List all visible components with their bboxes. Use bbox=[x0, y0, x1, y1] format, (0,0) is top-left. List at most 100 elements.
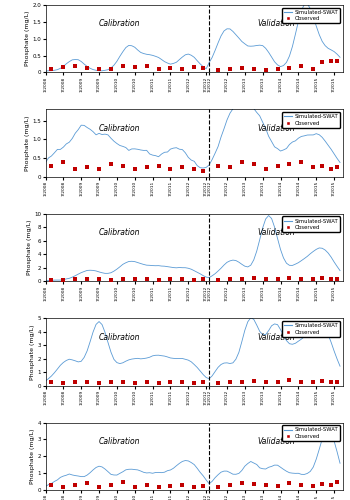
Legend: Simulated-SWAT, Observed: Simulated-SWAT, Observed bbox=[282, 112, 340, 128]
Point bbox=[144, 481, 149, 489]
Point bbox=[319, 480, 325, 488]
Point bbox=[168, 482, 173, 490]
Text: Validation: Validation bbox=[257, 124, 295, 133]
Point bbox=[310, 276, 316, 283]
Point bbox=[191, 276, 197, 284]
Point bbox=[72, 62, 78, 70]
Point bbox=[275, 65, 280, 73]
Point bbox=[132, 482, 138, 490]
Point bbox=[215, 66, 221, 74]
Point bbox=[251, 274, 257, 282]
Point bbox=[287, 274, 292, 282]
Point bbox=[191, 482, 197, 490]
Point bbox=[239, 480, 245, 488]
Point bbox=[84, 64, 90, 72]
Point bbox=[287, 376, 292, 384]
Point bbox=[180, 65, 185, 73]
Point bbox=[49, 162, 54, 170]
Text: Validation: Validation bbox=[257, 20, 295, 28]
Point bbox=[120, 162, 126, 170]
Point bbox=[108, 160, 114, 168]
Y-axis label: Phosphate (mg/L): Phosphate (mg/L) bbox=[25, 116, 30, 171]
Point bbox=[96, 482, 102, 490]
Point bbox=[239, 158, 245, 166]
Point bbox=[251, 160, 257, 168]
Point bbox=[215, 379, 221, 387]
Point bbox=[310, 164, 316, 172]
Point bbox=[168, 64, 173, 72]
Point bbox=[227, 164, 233, 172]
Point bbox=[287, 64, 292, 72]
Point bbox=[61, 64, 66, 72]
Point bbox=[227, 481, 233, 489]
Point bbox=[120, 275, 126, 283]
Point bbox=[108, 378, 114, 386]
Point bbox=[299, 158, 304, 166]
Y-axis label: Phosphate (mg/L): Phosphate (mg/L) bbox=[30, 428, 35, 484]
Point bbox=[49, 481, 54, 489]
Legend: Simulated-SWAT, Observed: Simulated-SWAT, Observed bbox=[282, 8, 340, 24]
Point bbox=[120, 478, 126, 486]
Point bbox=[275, 275, 280, 283]
Point bbox=[200, 378, 206, 386]
Point bbox=[96, 275, 102, 283]
Point bbox=[49, 378, 54, 386]
Text: Validation: Validation bbox=[257, 332, 295, 342]
Point bbox=[96, 65, 102, 73]
Point bbox=[144, 378, 149, 386]
Point bbox=[84, 164, 90, 172]
Text: Calibration: Calibration bbox=[98, 332, 140, 342]
Point bbox=[108, 276, 114, 284]
Point bbox=[328, 481, 334, 489]
Point bbox=[132, 276, 138, 283]
Point bbox=[299, 481, 304, 489]
Point bbox=[72, 481, 78, 489]
Point bbox=[180, 276, 185, 283]
Point bbox=[156, 65, 161, 73]
Point bbox=[156, 162, 161, 170]
Point bbox=[275, 482, 280, 490]
Point bbox=[215, 482, 221, 490]
Point bbox=[180, 378, 185, 386]
Point bbox=[319, 58, 325, 66]
Point bbox=[287, 160, 292, 168]
Point bbox=[263, 166, 268, 173]
Text: Validation: Validation bbox=[257, 437, 295, 446]
Point bbox=[251, 480, 257, 488]
Point bbox=[227, 275, 233, 283]
Point bbox=[319, 162, 325, 170]
Point bbox=[200, 64, 206, 72]
Point bbox=[239, 378, 245, 386]
Text: Calibration: Calibration bbox=[98, 437, 140, 446]
Point bbox=[263, 481, 268, 489]
Point bbox=[72, 378, 78, 386]
Point bbox=[96, 166, 102, 173]
Point bbox=[334, 164, 340, 172]
Point bbox=[200, 276, 206, 283]
Legend: Simulated-SWAT, Observed: Simulated-SWAT, Observed bbox=[282, 426, 340, 441]
Point bbox=[156, 379, 161, 387]
Point bbox=[299, 275, 304, 283]
Point bbox=[251, 65, 257, 73]
Point bbox=[310, 65, 316, 73]
Point bbox=[251, 377, 257, 385]
Point bbox=[180, 481, 185, 489]
Text: Calibration: Calibration bbox=[98, 228, 140, 237]
Point bbox=[319, 274, 325, 282]
Point bbox=[132, 379, 138, 387]
Point bbox=[191, 166, 197, 173]
Point bbox=[144, 275, 149, 283]
Point bbox=[263, 378, 268, 386]
Point bbox=[132, 64, 138, 72]
Point bbox=[227, 378, 233, 386]
Point bbox=[328, 378, 334, 386]
Point bbox=[191, 379, 197, 387]
Point bbox=[275, 378, 280, 386]
Y-axis label: Phosphate (mg/L): Phosphate (mg/L) bbox=[25, 11, 30, 66]
Point bbox=[72, 275, 78, 283]
Point bbox=[299, 62, 304, 70]
Point bbox=[334, 478, 340, 486]
Point bbox=[263, 66, 268, 74]
Point bbox=[132, 166, 138, 173]
Y-axis label: Phosphate (mg/L): Phosphate (mg/L) bbox=[27, 220, 31, 275]
